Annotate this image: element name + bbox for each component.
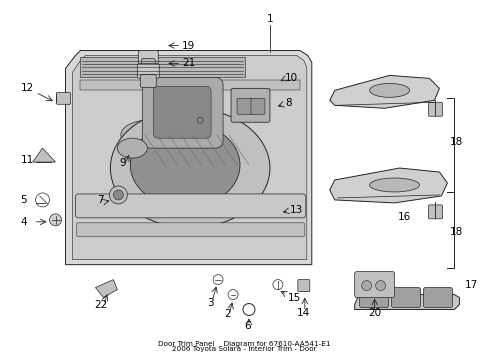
FancyBboxPatch shape — [141, 58, 155, 72]
FancyBboxPatch shape — [76, 223, 304, 237]
Text: 19: 19 — [182, 41, 195, 50]
Polygon shape — [329, 168, 447, 203]
Text: 15: 15 — [287, 293, 301, 302]
FancyBboxPatch shape — [359, 288, 388, 307]
Circle shape — [375, 280, 385, 291]
Text: 9: 9 — [119, 158, 125, 168]
Ellipse shape — [369, 178, 419, 192]
FancyBboxPatch shape — [140, 75, 156, 87]
Text: 21: 21 — [182, 58, 195, 68]
FancyBboxPatch shape — [250, 98, 264, 114]
Text: 18: 18 — [448, 137, 462, 147]
Circle shape — [49, 214, 61, 226]
FancyBboxPatch shape — [391, 288, 420, 307]
Polygon shape — [95, 280, 117, 298]
Text: 5: 5 — [20, 195, 27, 205]
FancyBboxPatch shape — [138, 50, 158, 64]
Ellipse shape — [117, 138, 147, 158]
Text: 20: 20 — [367, 307, 381, 318]
Text: 4: 4 — [20, 217, 27, 227]
Text: 13: 13 — [289, 205, 303, 215]
FancyBboxPatch shape — [354, 272, 394, 298]
FancyBboxPatch shape — [153, 86, 211, 138]
Text: 12: 12 — [20, 84, 34, 93]
Text: 14: 14 — [297, 307, 310, 318]
FancyBboxPatch shape — [427, 102, 442, 116]
Circle shape — [109, 186, 127, 204]
Text: 8: 8 — [285, 98, 291, 108]
FancyBboxPatch shape — [81, 58, 244, 77]
FancyBboxPatch shape — [81, 80, 299, 90]
Text: 17: 17 — [464, 280, 477, 289]
FancyBboxPatch shape — [423, 288, 451, 307]
Circle shape — [197, 117, 203, 123]
Circle shape — [113, 190, 123, 200]
Text: 16: 16 — [397, 212, 410, 222]
FancyBboxPatch shape — [75, 194, 305, 218]
Text: Door Trim Panel    Diagram for 67610-AA541-E1: Door Trim Panel Diagram for 67610-AA541-… — [158, 341, 329, 347]
FancyBboxPatch shape — [57, 92, 70, 104]
FancyBboxPatch shape — [142, 77, 223, 148]
Text: 2: 2 — [224, 310, 231, 319]
Polygon shape — [329, 75, 439, 108]
Text: 10: 10 — [285, 73, 297, 84]
Text: 3: 3 — [206, 298, 213, 307]
Ellipse shape — [369, 84, 408, 97]
Text: 22: 22 — [94, 300, 107, 310]
Text: 18: 18 — [448, 227, 462, 237]
Polygon shape — [72, 55, 306, 260]
Ellipse shape — [110, 108, 269, 228]
Polygon shape — [33, 148, 56, 162]
Text: 2006 Toyota Solara - Interior Trim - Door: 2006 Toyota Solara - Interior Trim - Doo… — [171, 346, 316, 352]
FancyBboxPatch shape — [230, 88, 269, 122]
Circle shape — [361, 280, 371, 291]
Polygon shape — [354, 294, 458, 310]
Text: 11: 11 — [20, 155, 34, 165]
FancyBboxPatch shape — [137, 63, 159, 78]
Text: 7: 7 — [97, 195, 103, 205]
FancyBboxPatch shape — [427, 205, 442, 219]
Text: 6: 6 — [244, 321, 251, 332]
Text: 1: 1 — [266, 14, 273, 24]
Ellipse shape — [130, 123, 240, 207]
Polygon shape — [65, 50, 311, 265]
Ellipse shape — [121, 120, 175, 150]
FancyBboxPatch shape — [237, 98, 253, 114]
FancyBboxPatch shape — [297, 280, 309, 292]
